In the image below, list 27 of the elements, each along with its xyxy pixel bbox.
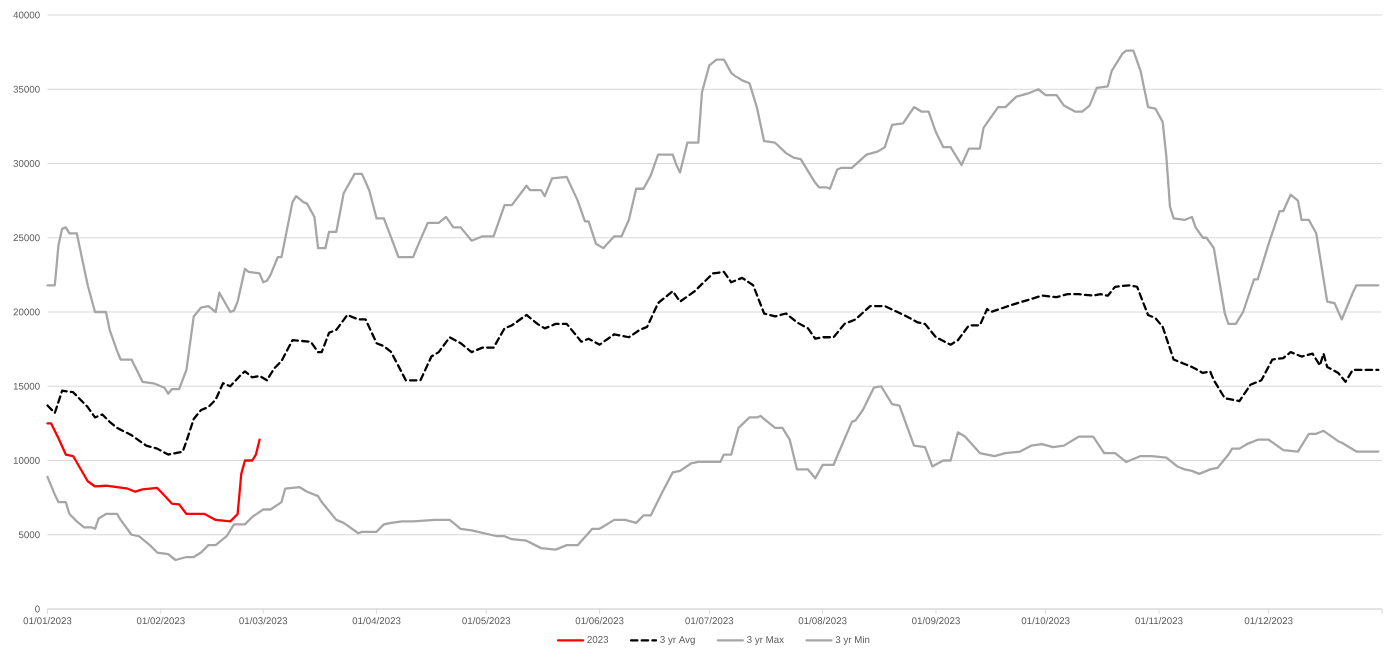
legend-label: 3 yr Min xyxy=(835,635,870,646)
y-tick-label: 15000 xyxy=(13,382,40,390)
x-tick-label: 01/07/2023 xyxy=(685,617,734,625)
x-tick-label: 01/04/2023 xyxy=(352,617,401,625)
x-tick-label: 01/06/2023 xyxy=(575,617,624,625)
y-tick-label: 25000 xyxy=(13,234,40,242)
line-series xyxy=(46,270,1380,456)
x-tick-label: 01/12/2023 xyxy=(1244,617,1293,625)
y-tick-label: 40000 xyxy=(13,11,40,19)
y-tick-label: 35000 xyxy=(13,85,40,93)
x-tick-label: 01/08/2023 xyxy=(798,617,847,625)
legend-label: 3 yr Avg xyxy=(660,636,695,645)
legend-label: 3 yr Max xyxy=(747,636,784,645)
y-tick-label: 5000 xyxy=(18,531,40,539)
x-tick-label: 01/03/2023 xyxy=(239,617,288,625)
x-tick-label: 01/10/2023 xyxy=(1021,617,1070,625)
x-tick-label: 01/09/2023 xyxy=(911,617,960,625)
x-tick-label: 01/01/2023 xyxy=(23,617,72,625)
y-tick-label: 30000 xyxy=(13,160,40,167)
y-tick-label: 0 xyxy=(35,605,40,613)
line-series xyxy=(46,49,1380,395)
legend-label: 2023 xyxy=(587,636,609,643)
y-tick-label: 10000 xyxy=(13,457,40,464)
x-tick-label: 01/05/2023 xyxy=(462,617,511,625)
x-tick-label: 01/02/2023 xyxy=(136,617,185,625)
x-tick-label: 01/11/2023 xyxy=(1135,617,1183,625)
y-tick-label: 20000 xyxy=(13,308,40,316)
